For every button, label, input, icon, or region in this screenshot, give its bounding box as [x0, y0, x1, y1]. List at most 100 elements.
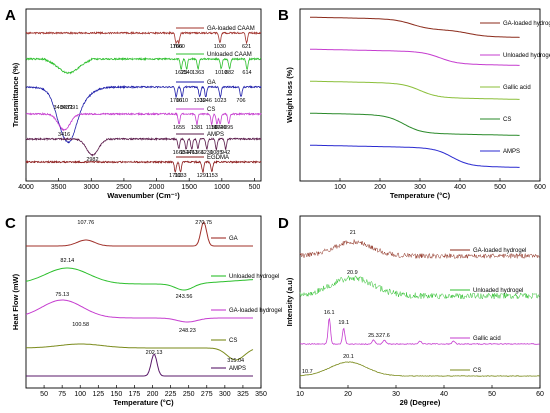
peak-label: 1461 [186, 150, 198, 156]
peak-label: 20.1 [343, 354, 354, 360]
peak-label: 882 [225, 70, 234, 76]
peak-label: 3371 [61, 105, 73, 111]
peak-label: 20.9 [347, 270, 358, 276]
panel-D: D 10 20 30 40 50 60 2θ (Degree) Intensity (a.u) G… [278, 215, 544, 407]
x-tick-label: 350 [255, 391, 267, 398]
series-line-5 [25, 159, 262, 174]
series-line-1 [25, 56, 261, 75]
peak-label: 1610 [176, 98, 188, 104]
x-axis-label: 2θ (Degree) [400, 398, 441, 407]
plot-frame [25, 8, 262, 182]
peak-label: 270.75 [195, 220, 212, 226]
x-axis-label: Temperature (°C) [390, 191, 451, 200]
x-tick-label: 400 [454, 184, 466, 191]
plot-frame [299, 215, 541, 389]
panel-letter: D [278, 215, 289, 232]
x-tick-label: 250 [183, 391, 195, 398]
legend-label: Gallic acid [503, 85, 531, 91]
x-tick-label: 1500 [181, 184, 197, 191]
series-line-3 [26, 343, 254, 361]
peak-label: 2982 [86, 157, 98, 163]
legend-label: AMPS [503, 149, 520, 155]
peak-label: 1623 [175, 70, 187, 76]
peak-label: 1366 [192, 150, 204, 156]
peak-label: 3484 [54, 105, 66, 111]
series-line-1 [299, 274, 540, 300]
peak-label: 1363 [192, 70, 204, 76]
x-axis-label: Temperature (°C) [113, 398, 174, 407]
peak-label: 202.13 [146, 350, 163, 356]
x-tick-label: 300 [219, 391, 231, 398]
x-tick-label: 2500 [116, 184, 132, 191]
peak-label: 1085 [210, 150, 222, 156]
x-tick-label: 100 [334, 184, 346, 191]
x-tick-label: 75 [58, 391, 66, 398]
x-tick-label: 10 [296, 391, 304, 398]
panel-B: B 100 200 300 400 500 600 Temperature (°C) Weigh… [278, 7, 550, 200]
peak-label: 3416 [58, 132, 70, 138]
x-tick-label: 500 [494, 184, 506, 191]
x-tick-label: 500 [249, 184, 261, 191]
legend-label: AMPS [207, 132, 224, 138]
peak-label: 82.14 [60, 258, 74, 264]
peak-label: 248.23 [179, 328, 196, 334]
peak-label: 1633 [174, 173, 186, 179]
x-tick-label: 300 [414, 184, 426, 191]
series-line-0 [25, 30, 262, 45]
x-tick-label: 40 [440, 391, 448, 398]
plot-frame [299, 8, 541, 182]
x-tick-label: 150 [111, 391, 123, 398]
x-tick-label: 3000 [83, 184, 99, 191]
x-tick-label: 3500 [51, 184, 67, 191]
x-tick-label: 2000 [149, 184, 165, 191]
series-line-2 [310, 80, 520, 100]
series-line-3 [299, 361, 540, 377]
legend-label: Unloaded hydrogel [229, 274, 279, 280]
peak-label: 19.1 [338, 320, 349, 326]
legend-label: EGDMA [207, 155, 229, 161]
legend-label: CS [229, 338, 237, 344]
legend-label: AMPS [229, 366, 246, 372]
legend-label: GA-loaded hydrogel [229, 308, 282, 314]
x-tick-label: 200 [374, 184, 386, 191]
x-tick-label: 275 [201, 391, 213, 398]
x-tick-label: 1000 [214, 184, 230, 191]
peak-label: 895 [224, 125, 233, 131]
peak-label: 107.76 [77, 220, 94, 226]
x-tick-label: 50 [488, 391, 496, 398]
legend-label: CS [503, 117, 511, 123]
peak-label: 1026 [214, 125, 226, 131]
series-line-0 [26, 220, 253, 247]
x-tick-label: 20 [344, 391, 352, 398]
peak-label: 1655 [173, 125, 185, 131]
peak-label: 1010 [215, 70, 227, 76]
x-tick-label: 30 [392, 391, 400, 398]
legend-label: Gallic acid [473, 336, 501, 342]
peak-label: 3291 [66, 105, 78, 111]
peak-label: 1339 [194, 98, 206, 104]
x-tick-label: 4000 [18, 184, 34, 191]
peak-label: 621 [242, 44, 251, 50]
x-tick-label: 225 [165, 391, 177, 398]
series-line-4 [25, 137, 262, 157]
x-axis-label: Wavenumber (Cm⁻¹) [107, 191, 180, 200]
peak-label: 1156 [206, 125, 218, 131]
y-axis-label: Weight loss (%) [285, 67, 294, 123]
legend-label: GA-loaded hydrogel [503, 21, 550, 27]
panel-letter: B [278, 7, 289, 24]
peak-label: 25.3 [368, 333, 379, 339]
legend-label: CS [207, 107, 215, 113]
legend-label: Unloaded hydrogel [503, 53, 550, 59]
peak-label: 1074 [211, 125, 223, 131]
y-axis-label: Intensity (a.u) [285, 277, 294, 326]
series-line-1 [310, 48, 520, 66]
plot-frame [25, 215, 262, 389]
x-tick-label: 50 [40, 391, 48, 398]
peak-label: 1660 [173, 150, 185, 156]
peak-label: 1700 [170, 44, 182, 50]
peak-label: 243.56 [176, 294, 193, 300]
peak-label: 1153 [206, 173, 218, 179]
x-tick-label: 125 [92, 391, 104, 398]
series-line-3 [310, 112, 520, 136]
